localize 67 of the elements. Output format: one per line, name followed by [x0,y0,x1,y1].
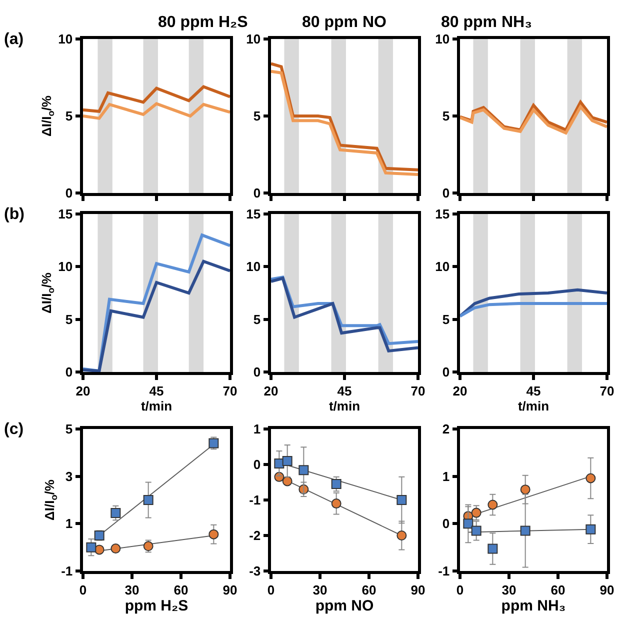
y-tick-label: 10 [246,32,261,47]
x-tick-label: 30 [312,582,328,598]
y-tick-label: 10 [435,32,450,47]
y-tick-label: -3 [249,564,261,579]
y-tick-label: 10 [435,259,450,274]
x-tick-label: 20 [76,383,90,398]
y-tick-label: 1 [253,422,261,437]
x-tick-label: 70 [410,383,426,398]
y-tick-label: 10 [246,259,261,274]
text: (b) [4,206,24,223]
y-tick-label: 0 [65,186,73,201]
y-tick-label: 0 [65,364,73,380]
y-tick-label: 0 [253,186,261,201]
x-tick-label: 45 [526,383,541,398]
y-tick-label: 15 [246,206,261,222]
x-tick-label: 45 [149,383,164,398]
y-tick-label: 10 [58,32,73,47]
x-axis-title: ppm NH₃ [501,597,566,614]
x-tick-label: 60 [174,582,188,598]
y-tick-label: 10 [58,259,73,274]
x-tick-label: 90 [410,582,426,598]
x-tick-label: 0 [79,582,87,598]
x-tick-label: 20 [452,383,468,398]
x-axis-title: ppm H₂S [124,597,188,614]
x-axis-title: t/min [328,398,360,414]
y-tick-label: 5 [253,108,261,124]
y-tick-label: 5 [442,108,450,124]
y-tick-label: -1 [438,564,450,579]
y-tick-label: 15 [58,206,73,222]
x-tick-label: 90 [600,582,614,598]
x-tick-label: 70 [600,383,614,398]
x-axis-title: t/min [140,398,172,414]
y-tick-label: 5 [253,312,261,327]
y-tick-label: 2 [442,422,450,437]
y-tick-label: -2 [249,528,261,544]
y-tick-label: 5 [65,108,73,124]
chart-title: 80 ppm H₂S [158,14,248,31]
x-tick-label: 20 [264,383,278,398]
y-tick-label: 0 [442,516,450,532]
y-tick-label: -1 [249,492,261,508]
x-tick-label: 90 [222,582,238,598]
text: (c) [4,421,24,438]
x-tick-label: 60 [550,582,566,598]
x-tick-label: 30 [124,582,140,598]
y-tick-label: 5 [65,422,73,437]
y-tick-label: 1 [442,468,450,484]
text: (a) [4,31,24,48]
chart-title: 80 ppm NO [302,14,386,31]
x-tick-label: 60 [362,582,376,598]
y-tick-label: -1 [61,564,73,579]
y-tick-label: 5 [65,312,73,327]
x-axis-title: ppm NO [315,597,374,614]
y-tick-label: 5 [442,312,450,327]
y-tick-label: 15 [435,206,450,222]
x-tick-label: 45 [337,383,352,398]
y-tick-label: 3 [65,468,73,484]
y-tick-label: 0 [442,186,450,201]
y-tick-label: 0 [442,364,450,380]
x-tick-label: 0 [456,582,464,598]
x-tick-label: 70 [222,383,238,398]
y-tick-label: 1 [65,516,73,532]
x-axis-title: t/min [518,398,550,414]
y-tick-label: 0 [253,457,261,472]
x-tick-label: 0 [267,582,275,598]
chart-title: 80 ppm NH₃ [441,14,532,31]
y-tick-label: 0 [253,364,261,380]
x-tick-label: 30 [502,582,516,598]
